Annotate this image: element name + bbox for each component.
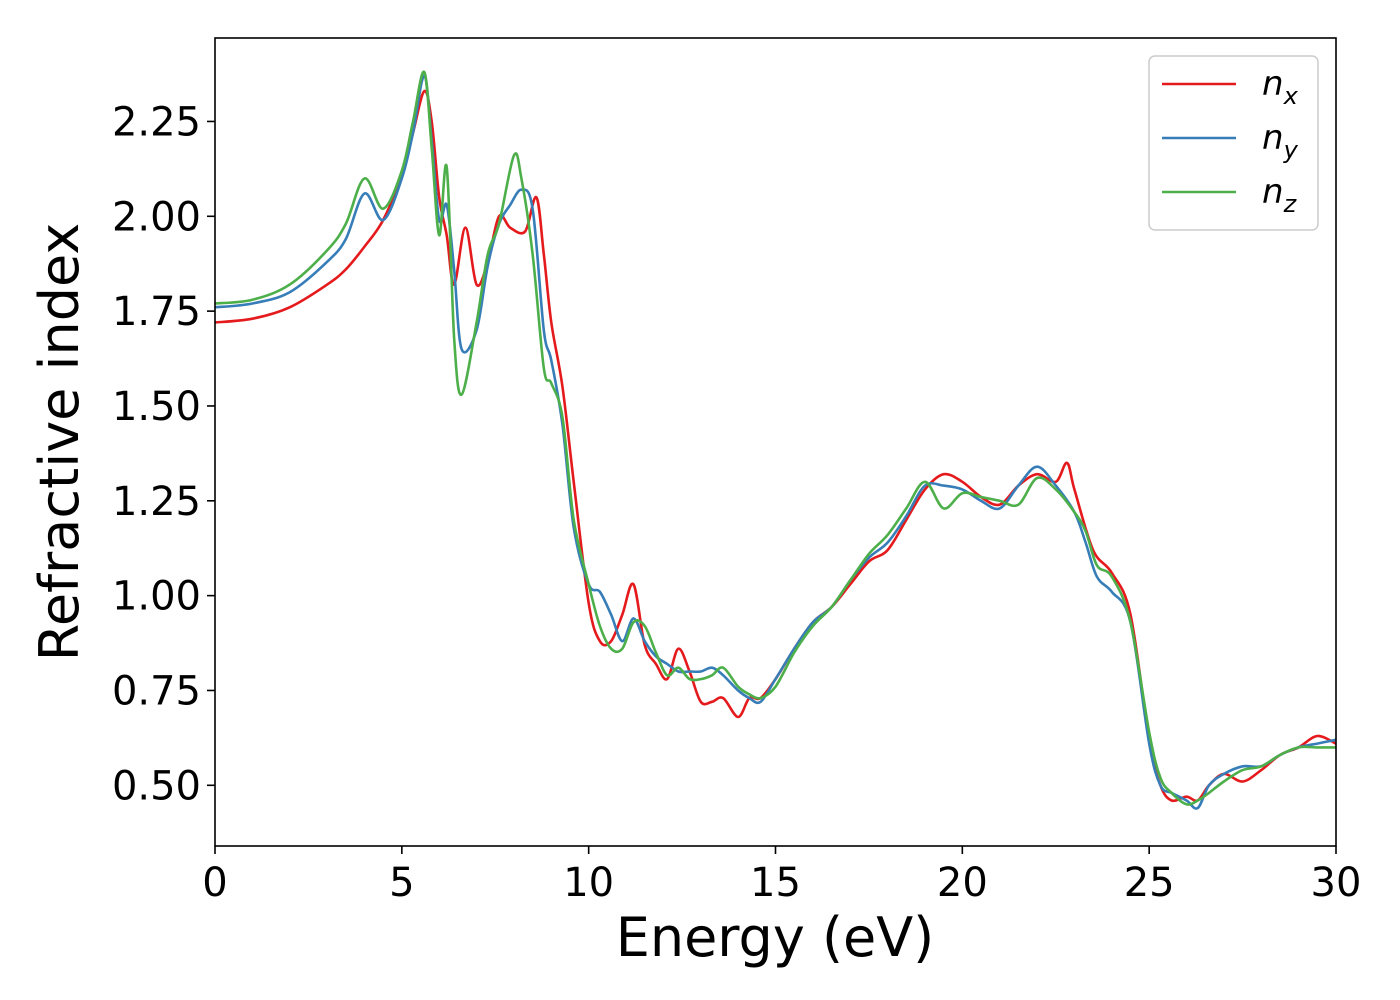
y-tick-label: 0.50 — [112, 763, 201, 809]
y-tick-label: 0.75 — [112, 668, 201, 714]
x-axis-label: Energy (eV) — [616, 906, 935, 969]
y-tick-label: 1.50 — [112, 384, 201, 430]
y-tick-label: 2.25 — [112, 99, 201, 145]
series-layer — [214, 70, 1337, 810]
x-tick-label: 0 — [202, 860, 227, 906]
x-axis: 0 5 10 15 20 25 30 — [202, 846, 1361, 906]
y-tick-label: 1.00 — [112, 574, 201, 620]
y-axis-label: Refractive index — [28, 223, 91, 662]
legend-label-n-y: ny — [1262, 118, 1299, 164]
x-tick-label: 15 — [750, 860, 801, 906]
y-tick-label: 1.75 — [112, 289, 201, 335]
x-tick-label: 10 — [563, 860, 614, 906]
series-line-n-z — [214, 70, 1336, 806]
x-tick-label: 25 — [1124, 860, 1175, 906]
x-tick-label: 30 — [1311, 860, 1362, 906]
y-axis: 0.50 0.75 1.00 1.25 1.50 1.75 2.00 2.25 — [112, 99, 215, 809]
x-tick-label: 5 — [389, 860, 414, 906]
y-tick-label: 1.25 — [112, 479, 201, 525]
legend-box — [1148, 55, 1319, 231]
x-tick-label: 20 — [937, 860, 988, 906]
y-tick-label: 2.00 — [112, 194, 201, 240]
